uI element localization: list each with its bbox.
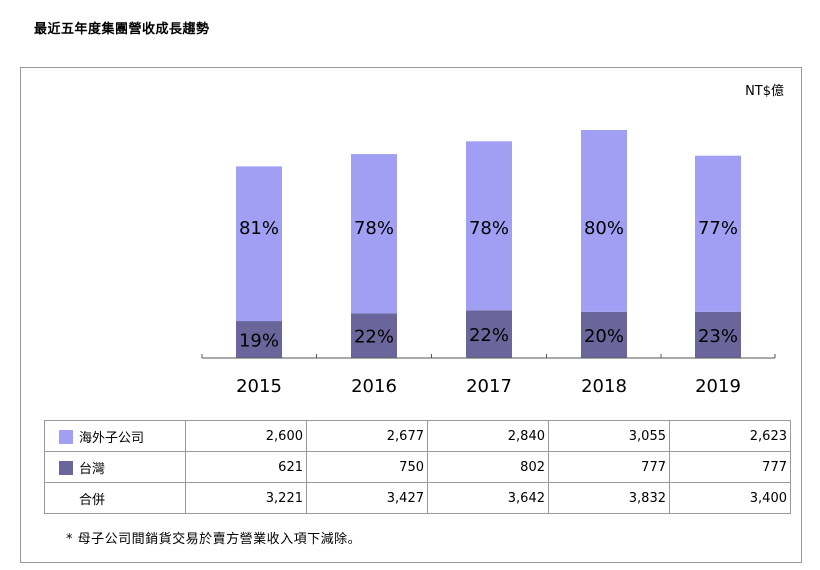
x-tick-label: 2015 [236,376,282,397]
data-label: 78% [469,218,509,239]
table-cell: 3,642 [427,482,549,514]
row-label: 合併 [79,492,106,508]
legend-swatch [59,460,73,475]
table-cell: 2,600 [185,420,307,452]
table-cell: 777 [548,451,670,483]
data-label: 22% [354,327,394,348]
bar-segment-taiwan [351,313,397,358]
table-cell: 2,677 [306,420,428,452]
table-cell: 777 [669,451,791,483]
unit-label: NT$億 [745,84,784,99]
bar-segment-overseas [236,166,282,322]
x-tick-label: 2017 [466,376,512,397]
row-label-cell: 海外子公司 [44,420,186,452]
bar-segment-overseas [351,154,397,314]
legend-swatch [59,429,73,444]
table-cell: 2,840 [427,420,549,452]
bar-segment-overseas [466,141,512,311]
table-cell: 3,400 [669,482,791,514]
row-label: 海外子公司 [79,430,145,446]
data-label: 81% [239,218,279,239]
data-label: 78% [354,218,394,239]
row-label: 台灣 [79,461,106,477]
data-label: 20% [584,326,624,347]
bar-segment-taiwan [236,321,282,358]
data-label: 19% [239,331,279,352]
footnote: * 母子公司間銷貨交易於賣方營業收入項下減除。 [66,532,362,547]
table-row: 台灣 621 750 802 777 777 [44,451,791,483]
data-table: 海外子公司 2,600 2,677 2,840 3,055 2,623 台灣 621 750 80… [44,420,791,514]
x-tick-label: 2019 [695,376,741,397]
bar-segment-taiwan [581,311,627,358]
bar-segment-taiwan [695,311,741,358]
data-label: 80% [584,218,624,239]
table-cell: 621 [185,451,307,483]
data-label: 77% [698,218,738,239]
table-cell: 3,055 [548,420,670,452]
table-cell: 3,427 [306,482,428,514]
bar-segment-taiwan [466,310,512,358]
row-label-cell: 合併 [44,482,186,514]
bar-segment-overseas [695,155,741,312]
chart-frame [20,67,802,563]
x-tick-label: 2018 [581,376,627,397]
bar-segment-overseas [581,130,627,312]
data-label: 23% [698,326,738,347]
table-row: 合併 3,221 3,427 3,642 3,832 3,400 [44,482,791,514]
data-label: 22% [469,325,509,346]
row-label-cell: 台灣 [44,451,186,483]
table-cell: 3,221 [185,482,307,514]
page-title: 最近五年度集團營收成長趨勢 [34,22,210,37]
x-tick-label: 2016 [351,376,397,397]
stacked-bar-chart: 19% 81% 2015 22% 78% 2016 22% 78% 2017 20% 80% 2018… [201,130,776,397]
table-cell: 3,832 [548,482,670,514]
table-cell: 750 [306,451,428,483]
table-row: 海外子公司 2,600 2,677 2,840 3,055 2,623 [44,420,791,452]
table-cell: 2,623 [669,420,791,452]
table-cell: 802 [427,451,549,483]
